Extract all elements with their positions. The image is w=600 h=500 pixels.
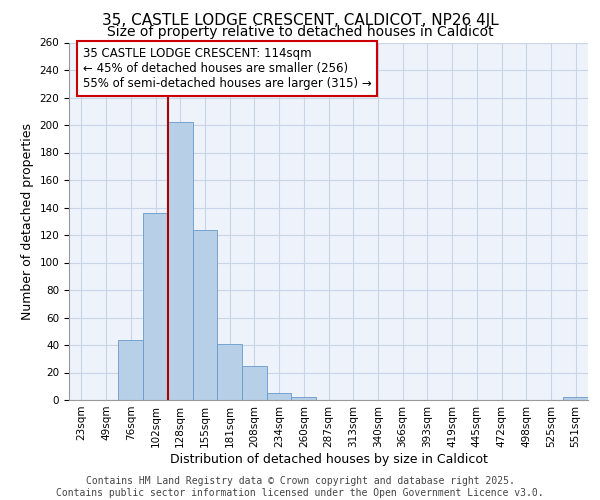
Bar (143, 213, 168, 400)
Bar (292, 397, 316, 400)
Text: Contains HM Land Registry data © Crown copyright and database right 2025.
Contai: Contains HM Land Registry data © Crown c… (56, 476, 544, 498)
Bar (267, 393, 292, 400)
Bar (193, 230, 217, 400)
Y-axis label: Number of detached properties: Number of detached properties (21, 122, 34, 320)
Bar (168, 122, 193, 400)
Text: Size of property relative to detached houses in Caldicot: Size of property relative to detached ho… (107, 25, 493, 39)
Text: 35, CASTLE LODGE CRESCENT, CALDICOT, NP26 4JL: 35, CASTLE LODGE CRESCENT, CALDICOT, NP2… (101, 12, 499, 28)
X-axis label: Distribution of detached houses by size in Caldicot: Distribution of detached houses by size … (170, 452, 487, 466)
Bar (242, 366, 267, 400)
Bar (217, 344, 242, 400)
Text: 35 CASTLE LODGE CRESCENT: 114sqm
← 45% of detached houses are smaller (256)
55% : 35 CASTLE LODGE CRESCENT: 114sqm ← 45% o… (83, 46, 371, 90)
Bar (118, 340, 143, 400)
Bar (563, 397, 588, 400)
